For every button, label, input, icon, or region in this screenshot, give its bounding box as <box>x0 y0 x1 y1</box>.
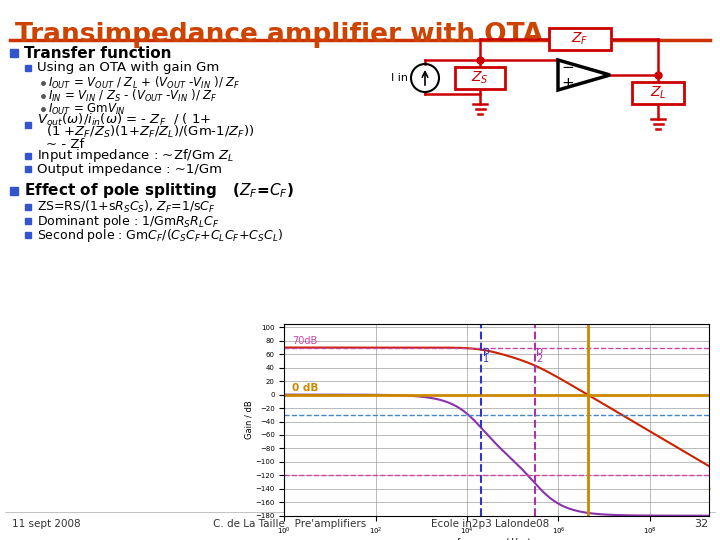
Text: 2: 2 <box>536 354 543 363</box>
Text: p: p <box>536 346 544 356</box>
Text: 32: 32 <box>694 519 708 529</box>
Text: $Z_L$: $Z_L$ <box>649 85 666 101</box>
Text: Dominant pole : 1/Gm$R_S$$R_L$$C_F$: Dominant pole : 1/Gm$R_S$$R_L$$C_F$ <box>37 213 220 230</box>
Text: $V_{out}(\omega)/i_{in}(\omega)$ = - $Z_F$  / ( 1+: $V_{out}(\omega)/i_{in}(\omega)$ = - $Z_… <box>37 112 211 128</box>
Bar <box>455 67 505 89</box>
Text: ~ - Zf: ~ - Zf <box>46 138 84 152</box>
Text: −: − <box>562 59 575 75</box>
Y-axis label: Gain / dB: Gain / dB <box>245 401 254 439</box>
Text: Effect of pole splitting   ($Z_F$=$C_F$): Effect of pole splitting ($Z_F$=$C_F$) <box>24 181 294 200</box>
Text: $I_{IN}$ = $V_{IN}$ / $Z_S$ - ($V_{OUT}$ -$V_{IN}$ )/ $Z_F$: $I_{IN}$ = $V_{IN}$ / $Z_S$ - ($V_{OUT}$… <box>48 88 217 104</box>
Bar <box>25 166 31 172</box>
Text: (1 +$Z_F$/$Z_S$)(1+$Z_F$/$Z_L$)/(Gm-1/$Z_F$)): (1 +$Z_F$/$Z_S$)(1+$Z_F$/$Z_L$)/(Gm-1/$Z… <box>46 124 254 140</box>
Text: $Z_F$: $Z_F$ <box>571 31 589 47</box>
Text: $Z_S$: $Z_S$ <box>471 70 489 86</box>
Text: Phase –80°: Phase –80° <box>635 485 712 498</box>
Text: Transfer function: Transfer function <box>24 45 171 60</box>
Text: Transimpedance amplifier with OTA: Transimpedance amplifier with OTA <box>15 22 543 48</box>
Bar <box>25 218 31 224</box>
Bar <box>10 49 18 57</box>
Text: I in: I in <box>391 73 408 83</box>
Text: 11 sept 2008: 11 sept 2008 <box>12 519 81 529</box>
Bar <box>5 42 715 515</box>
Text: Second pole : Gm$C_F$/($C_S$$C_F$+$C_L$$C_F$+$C_S$$C_L$): Second pole : Gm$C_F$/($C_S$$C_F$+$C_L$$… <box>37 226 283 244</box>
Text: p: p <box>482 346 490 356</box>
Text: Ecole in2p3 Lalonde08: Ecole in2p3 Lalonde08 <box>431 519 549 529</box>
Text: 1: 1 <box>482 354 489 363</box>
Bar <box>549 28 611 50</box>
Bar <box>25 204 31 210</box>
Bar <box>25 153 31 159</box>
Text: C. de La Taille   Pre'amplifiers: C. de La Taille Pre'amplifiers <box>213 519 366 529</box>
Text: Input impedance : ~Zf/Gm $Z_L$: Input impedance : ~Zf/Gm $Z_L$ <box>37 147 234 165</box>
Text: $I_{OUT}$ = $V_{OUT}$ / $Z_L$ + ($V_{OUT}$ -$V_{IN}$ )/ $Z_F$: $I_{OUT}$ = $V_{OUT}$ / $Z_L$ + ($V_{OUT… <box>48 75 240 91</box>
Text: 0 dB: 0 dB <box>292 383 319 393</box>
Text: Output impedance : ~1/Gm: Output impedance : ~1/Gm <box>37 163 222 176</box>
Bar <box>632 82 684 104</box>
Bar <box>25 65 31 71</box>
Text: $I_{OUT}$ = Gm$V_{IN}$: $I_{OUT}$ = Gm$V_{IN}$ <box>48 102 125 117</box>
Bar <box>25 122 31 128</box>
Bar <box>25 232 31 238</box>
Text: 70dB: 70dB <box>292 336 318 346</box>
Text: Using an OTA with gain Gm: Using an OTA with gain Gm <box>37 62 220 75</box>
X-axis label: frequency / Hertz: frequency / Hertz <box>457 538 536 540</box>
Bar <box>10 187 18 195</box>
Text: +: + <box>562 76 575 91</box>
Text: ZS=RS/(1+s$R_S$$C_S$), $Z_F$=1/s$C_F$: ZS=RS/(1+s$R_S$$C_S$), $Z_F$=1/s$C_F$ <box>37 199 215 215</box>
